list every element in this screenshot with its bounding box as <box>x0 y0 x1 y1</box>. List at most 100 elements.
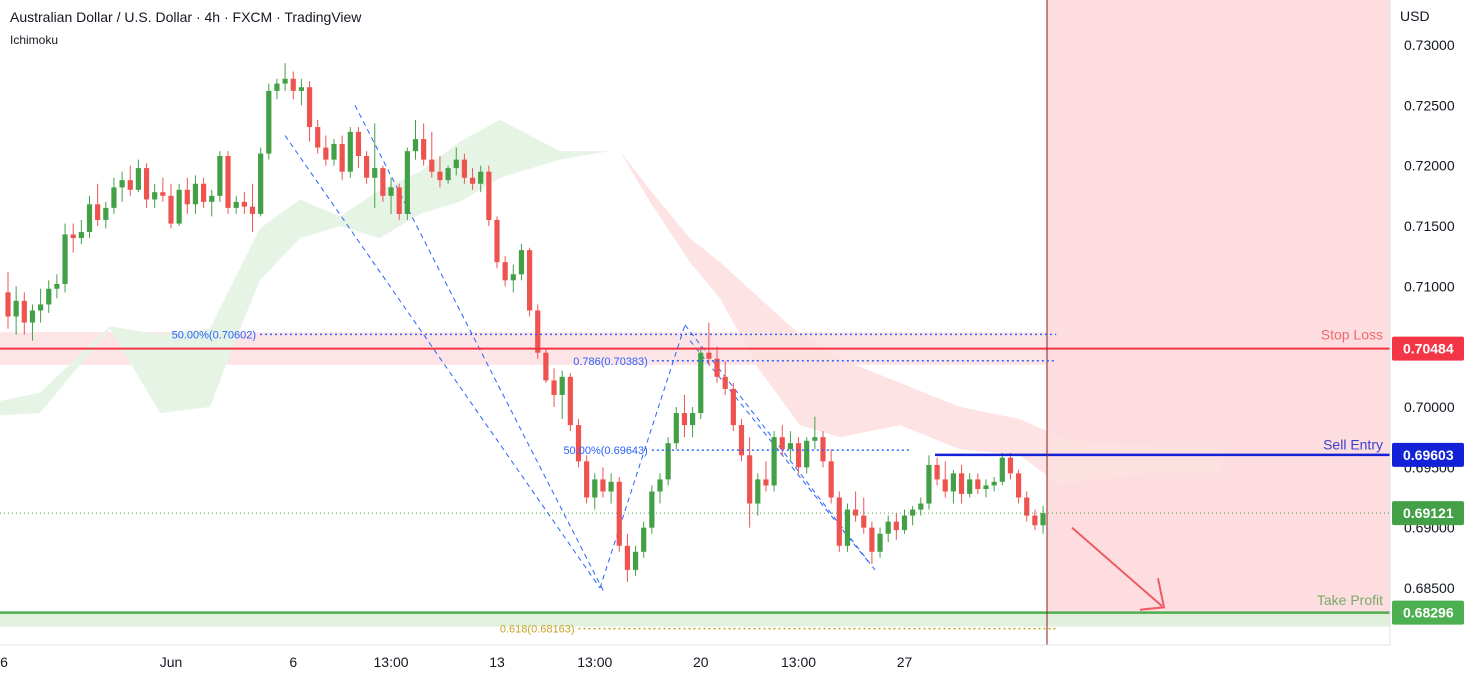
candle-body <box>469 177 476 184</box>
cloud-bearish <box>620 151 1222 486</box>
candle-body <box>934 464 940 480</box>
candle-body <box>950 473 956 492</box>
candle-body <box>600 479 606 492</box>
candle-body <box>575 425 582 462</box>
candle-body <box>893 521 899 531</box>
time-tick-label: 13:00 <box>374 654 409 670</box>
candle-body <box>95 204 101 220</box>
candle-body <box>168 195 174 224</box>
price-tag <box>1392 501 1464 526</box>
take-profit-zone <box>0 612 1390 627</box>
candle-body <box>877 533 883 552</box>
candle-body <box>323 147 329 160</box>
candle-body <box>54 283 60 289</box>
fib-level-label: 50.00%(0.69643) <box>563 445 647 457</box>
candle-body <box>249 206 256 214</box>
price-tick-label: 0.73000 <box>1404 37 1455 53</box>
candle-body <box>608 481 614 492</box>
price-tag-label: 0.70484 <box>1403 341 1454 357</box>
candle-body <box>135 168 141 190</box>
time-tick-label: 6 <box>0 654 8 670</box>
candle-body <box>844 509 851 546</box>
candle-body <box>779 437 785 450</box>
candle-body <box>290 78 296 91</box>
candle-body <box>901 515 908 531</box>
candle-body <box>991 481 997 486</box>
take-profit-label: Take Profit <box>1317 592 1383 608</box>
candle-body <box>364 156 370 178</box>
price-tag-label: 0.69121 <box>1403 505 1454 521</box>
time-tick-label: 27 <box>897 654 913 670</box>
candle-body <box>624 545 630 570</box>
price-tag <box>1392 600 1464 625</box>
candle-body <box>478 171 484 184</box>
candle-body <box>1032 515 1038 526</box>
price-tag <box>1392 442 1464 467</box>
candle-body <box>787 443 793 450</box>
candle-body <box>372 168 378 178</box>
candle-body <box>404 151 410 214</box>
price-tag-label: 0.68296 <box>1403 605 1454 621</box>
time-tick-label: 13:00 <box>781 654 816 670</box>
candle-body <box>828 461 834 498</box>
candle-body <box>885 521 891 534</box>
sell-entry-label: Sell Entry <box>1323 436 1383 452</box>
pattern-line-1 <box>284 135 601 589</box>
currency-label: USD <box>1400 8 1430 24</box>
price-tag-label: 0.69603 <box>1403 447 1454 463</box>
candle-body <box>584 461 590 498</box>
candle-body <box>421 139 427 160</box>
candle-body <box>192 183 199 205</box>
candle-body <box>665 443 671 480</box>
time-tick-label: 13 <box>489 654 505 670</box>
candle-body <box>78 232 84 239</box>
candle-body <box>755 479 761 504</box>
price-tick-label: 0.70000 <box>1404 399 1455 415</box>
candle-body <box>942 479 948 492</box>
candle-body <box>274 83 280 91</box>
candle-body <box>306 87 313 128</box>
fib-level-label: 0.618(0.68163) <box>500 624 575 636</box>
stop-loss-label: Stop Loss <box>1321 327 1383 343</box>
pattern-line-2 <box>354 105 606 595</box>
candle-body <box>632 551 639 570</box>
candle-body <box>510 274 516 281</box>
candle-body <box>388 187 394 196</box>
candle-body <box>315 127 321 148</box>
candle-body <box>127 180 133 190</box>
chart-title: Australian Dollar / U.S. Dollar · 4h · F… <box>10 9 362 25</box>
candle-body <box>1024 497 1030 516</box>
candle-body <box>926 464 932 504</box>
candle-body <box>160 192 166 196</box>
candle-body <box>494 219 500 263</box>
candle-body <box>355 131 362 157</box>
candle-body <box>396 187 402 214</box>
candle-body <box>225 156 231 208</box>
indicator-label: Ichimoku <box>10 33 59 47</box>
candle-body <box>853 509 859 516</box>
direction-arrow <box>1071 526 1166 611</box>
price-tick-label: 0.68500 <box>1404 580 1455 596</box>
candle-body <box>592 479 598 498</box>
candle-body <box>282 78 288 84</box>
candle-body <box>1007 457 1014 474</box>
candle-body <box>412 139 419 152</box>
candle-body <box>518 250 525 275</box>
candle-body <box>657 479 663 492</box>
candle-body <box>649 491 655 528</box>
candle-body <box>535 310 541 353</box>
candle-body <box>502 262 508 281</box>
candle-body <box>795 443 802 468</box>
candle-body <box>698 352 704 414</box>
candle-body <box>347 131 353 172</box>
future-risk-zone <box>1047 0 1390 619</box>
candle-body <box>176 189 182 224</box>
candle-body <box>266 90 272 154</box>
candle-body <box>70 234 76 239</box>
fib-level-label: 0.786(0.70383) <box>573 356 648 368</box>
candle-body <box>681 413 688 426</box>
candle-body <box>143 168 150 200</box>
price-tag <box>1392 336 1464 361</box>
candle-body <box>258 153 264 214</box>
